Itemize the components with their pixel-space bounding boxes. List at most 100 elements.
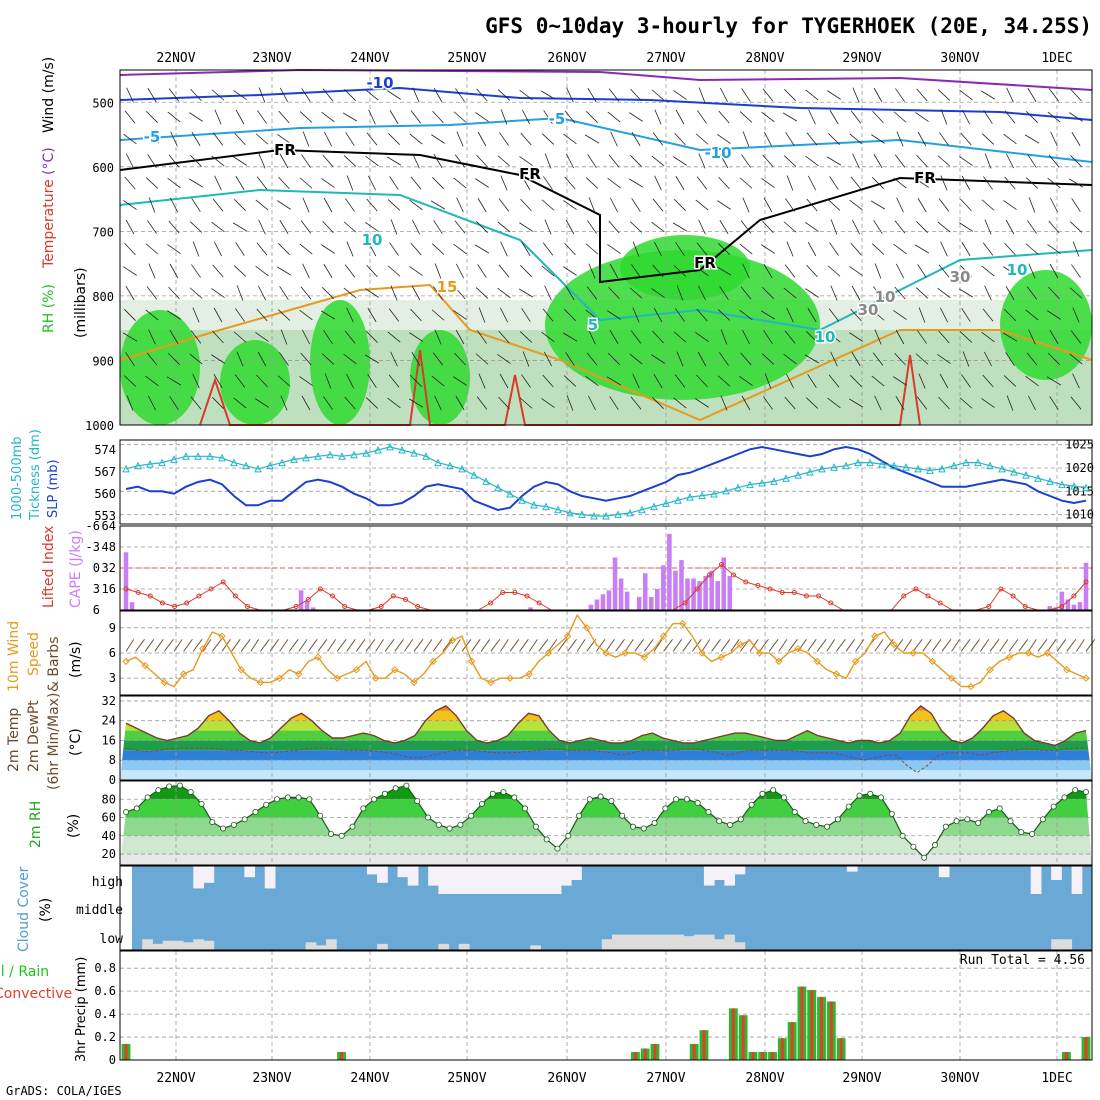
wind-barb xyxy=(588,395,596,411)
wind-barb xyxy=(476,221,488,233)
rh-marker xyxy=(338,832,345,839)
wind-barb xyxy=(696,308,708,322)
wind10-label-a: 10m Wind xyxy=(6,621,22,692)
wind-barb xyxy=(497,287,511,299)
wind-speed-marker xyxy=(1005,653,1013,661)
wind-barb xyxy=(541,265,555,277)
wind-barb xyxy=(234,199,246,211)
wind-barb xyxy=(277,375,291,387)
wind-barb xyxy=(500,307,508,323)
wind-barb xyxy=(938,330,950,344)
cape-bar xyxy=(123,552,129,610)
thickness-marker xyxy=(170,455,178,463)
wind-barb xyxy=(1048,154,1060,168)
cloud-low-gap xyxy=(162,940,174,950)
cloud-high-gap xyxy=(366,866,378,875)
wind-barb xyxy=(895,329,905,345)
wind-barb xyxy=(212,198,224,212)
rh-marker xyxy=(349,823,356,830)
wind-barb xyxy=(805,222,819,232)
wind-speed-marker xyxy=(640,653,649,661)
wind-barb xyxy=(1002,332,1018,342)
wind-barb xyxy=(211,288,225,298)
thickness-marker xyxy=(1010,467,1018,476)
thickness-marker xyxy=(590,511,598,520)
wind-barb xyxy=(519,89,533,101)
wind-barb xyxy=(850,308,862,322)
rh-marker xyxy=(565,832,572,839)
wind-barb xyxy=(827,331,841,343)
wind-barb xyxy=(675,308,685,322)
wind-barb xyxy=(212,132,224,146)
wind-barb xyxy=(1027,154,1037,168)
temp2m-label-a: 2m Temp xyxy=(6,708,22,772)
cloud-high-gap xyxy=(438,866,450,894)
wind-barb xyxy=(256,308,268,322)
wind-barb xyxy=(565,285,575,301)
wind-barb xyxy=(346,373,354,389)
wind-barb xyxy=(741,154,751,168)
li-marker xyxy=(998,586,1004,592)
rh-marker xyxy=(543,836,550,843)
wind-barb xyxy=(541,199,555,211)
thickness-marker xyxy=(518,496,526,504)
wind-barb xyxy=(740,220,752,234)
wind-barb xyxy=(1003,266,1017,276)
thickness-marker xyxy=(446,461,454,470)
wind-barb xyxy=(654,241,662,257)
wind-barb xyxy=(760,310,776,320)
wind-barb xyxy=(321,353,335,365)
wind-barb xyxy=(497,155,511,167)
wind-barb xyxy=(873,286,883,300)
wind-barb xyxy=(231,639,241,652)
wind-barb xyxy=(893,111,907,123)
wind-barb xyxy=(233,265,247,277)
panel-frame xyxy=(119,950,1093,1061)
wind-barb xyxy=(816,639,827,652)
temp-band xyxy=(120,750,1092,761)
precip-panel: 0 0.2 0.4 0.6 0.8 xyxy=(94,950,1093,1067)
wind-barb xyxy=(663,639,673,652)
wind-speed-marker xyxy=(1024,649,1033,657)
wind-barb xyxy=(826,639,836,652)
wind-barb xyxy=(629,287,643,299)
wind-barb xyxy=(717,200,731,210)
wind-barb xyxy=(828,308,840,322)
wind-barb xyxy=(317,639,328,652)
cape-bar xyxy=(703,575,708,610)
cloud-low-gap xyxy=(305,942,317,950)
wind-barb xyxy=(476,396,488,410)
wind-barb xyxy=(896,197,904,213)
wind-barb xyxy=(522,109,530,125)
thickness-marker xyxy=(962,458,970,467)
wind-barb xyxy=(214,109,222,125)
wind-barb xyxy=(607,244,621,254)
wind-barb xyxy=(1048,220,1060,234)
wind-barb xyxy=(125,219,135,235)
bottom-date-label: 27NOV xyxy=(646,1071,685,1086)
rh-marker xyxy=(252,809,259,816)
wind-barb xyxy=(409,332,423,342)
wind-barb xyxy=(410,110,422,124)
contour-label: -5 xyxy=(144,128,161,146)
wind-barb xyxy=(413,639,424,652)
wind-barb xyxy=(323,197,333,213)
wind-barb xyxy=(871,309,885,321)
rh-marker xyxy=(532,823,539,830)
wind-barb xyxy=(584,134,600,144)
wind-speed-marker xyxy=(237,666,245,674)
rh-marker xyxy=(468,812,475,819)
wind-barb xyxy=(874,639,884,652)
bottom-date-label: 23NOV xyxy=(252,1071,291,1086)
y-tick-label: 64 xyxy=(102,519,116,533)
wind-barb xyxy=(1005,285,1015,301)
li-marker xyxy=(1022,604,1028,609)
wind-barb xyxy=(343,155,357,167)
wind-barb xyxy=(454,352,466,366)
wind-barb xyxy=(762,88,774,102)
pressure-tick-label: 600 xyxy=(92,161,114,175)
wind-barb xyxy=(454,220,466,234)
wind-barb xyxy=(827,397,841,409)
wind-barb xyxy=(519,397,533,409)
